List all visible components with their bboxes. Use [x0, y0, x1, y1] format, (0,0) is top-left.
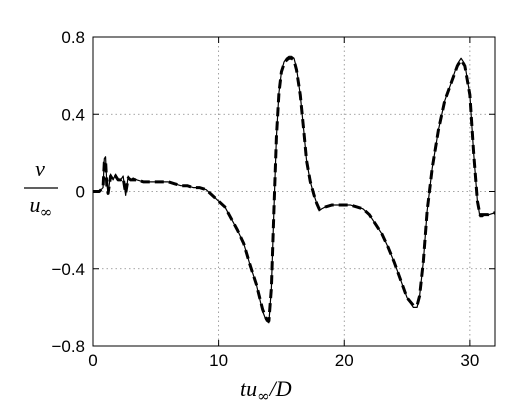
x-label-prefix: tu [240, 376, 257, 401]
series-line-solid [93, 55, 496, 324]
y-label-subscript: ∞ [40, 203, 53, 221]
y-axis-label: v u ∞ [24, 156, 58, 221]
tick-labels: 0 10 20 30 −0.8 −0.4 0 0.4 0.8 [51, 28, 479, 370]
axis-ticks [92, 36, 495, 347]
x-tick-label: 10 [209, 351, 228, 370]
x-tick-label: 30 [460, 351, 479, 370]
x-label-subscript: ∞ [257, 387, 270, 405]
plot-frame [92, 36, 496, 347]
y-tick-label: −0.8 [51, 337, 85, 356]
x-label-suffix: /D [268, 376, 292, 401]
y-tick-label: 0.8 [61, 28, 85, 47]
y-tick-label: −0.4 [51, 260, 85, 279]
series-line-dashed [93, 56, 496, 323]
x-tick-label: 20 [335, 351, 354, 370]
x-axis-label: tu∞/D [240, 376, 292, 405]
y-label-numerator: v [35, 156, 45, 181]
y-label-denominator: u [30, 192, 41, 217]
y-tick-label: 0.4 [61, 105, 85, 124]
x-tick-label: 0 [88, 351, 97, 370]
series-layer [93, 55, 496, 324]
y-tick-label: 0 [76, 183, 85, 202]
grid-lines [93, 37, 495, 346]
